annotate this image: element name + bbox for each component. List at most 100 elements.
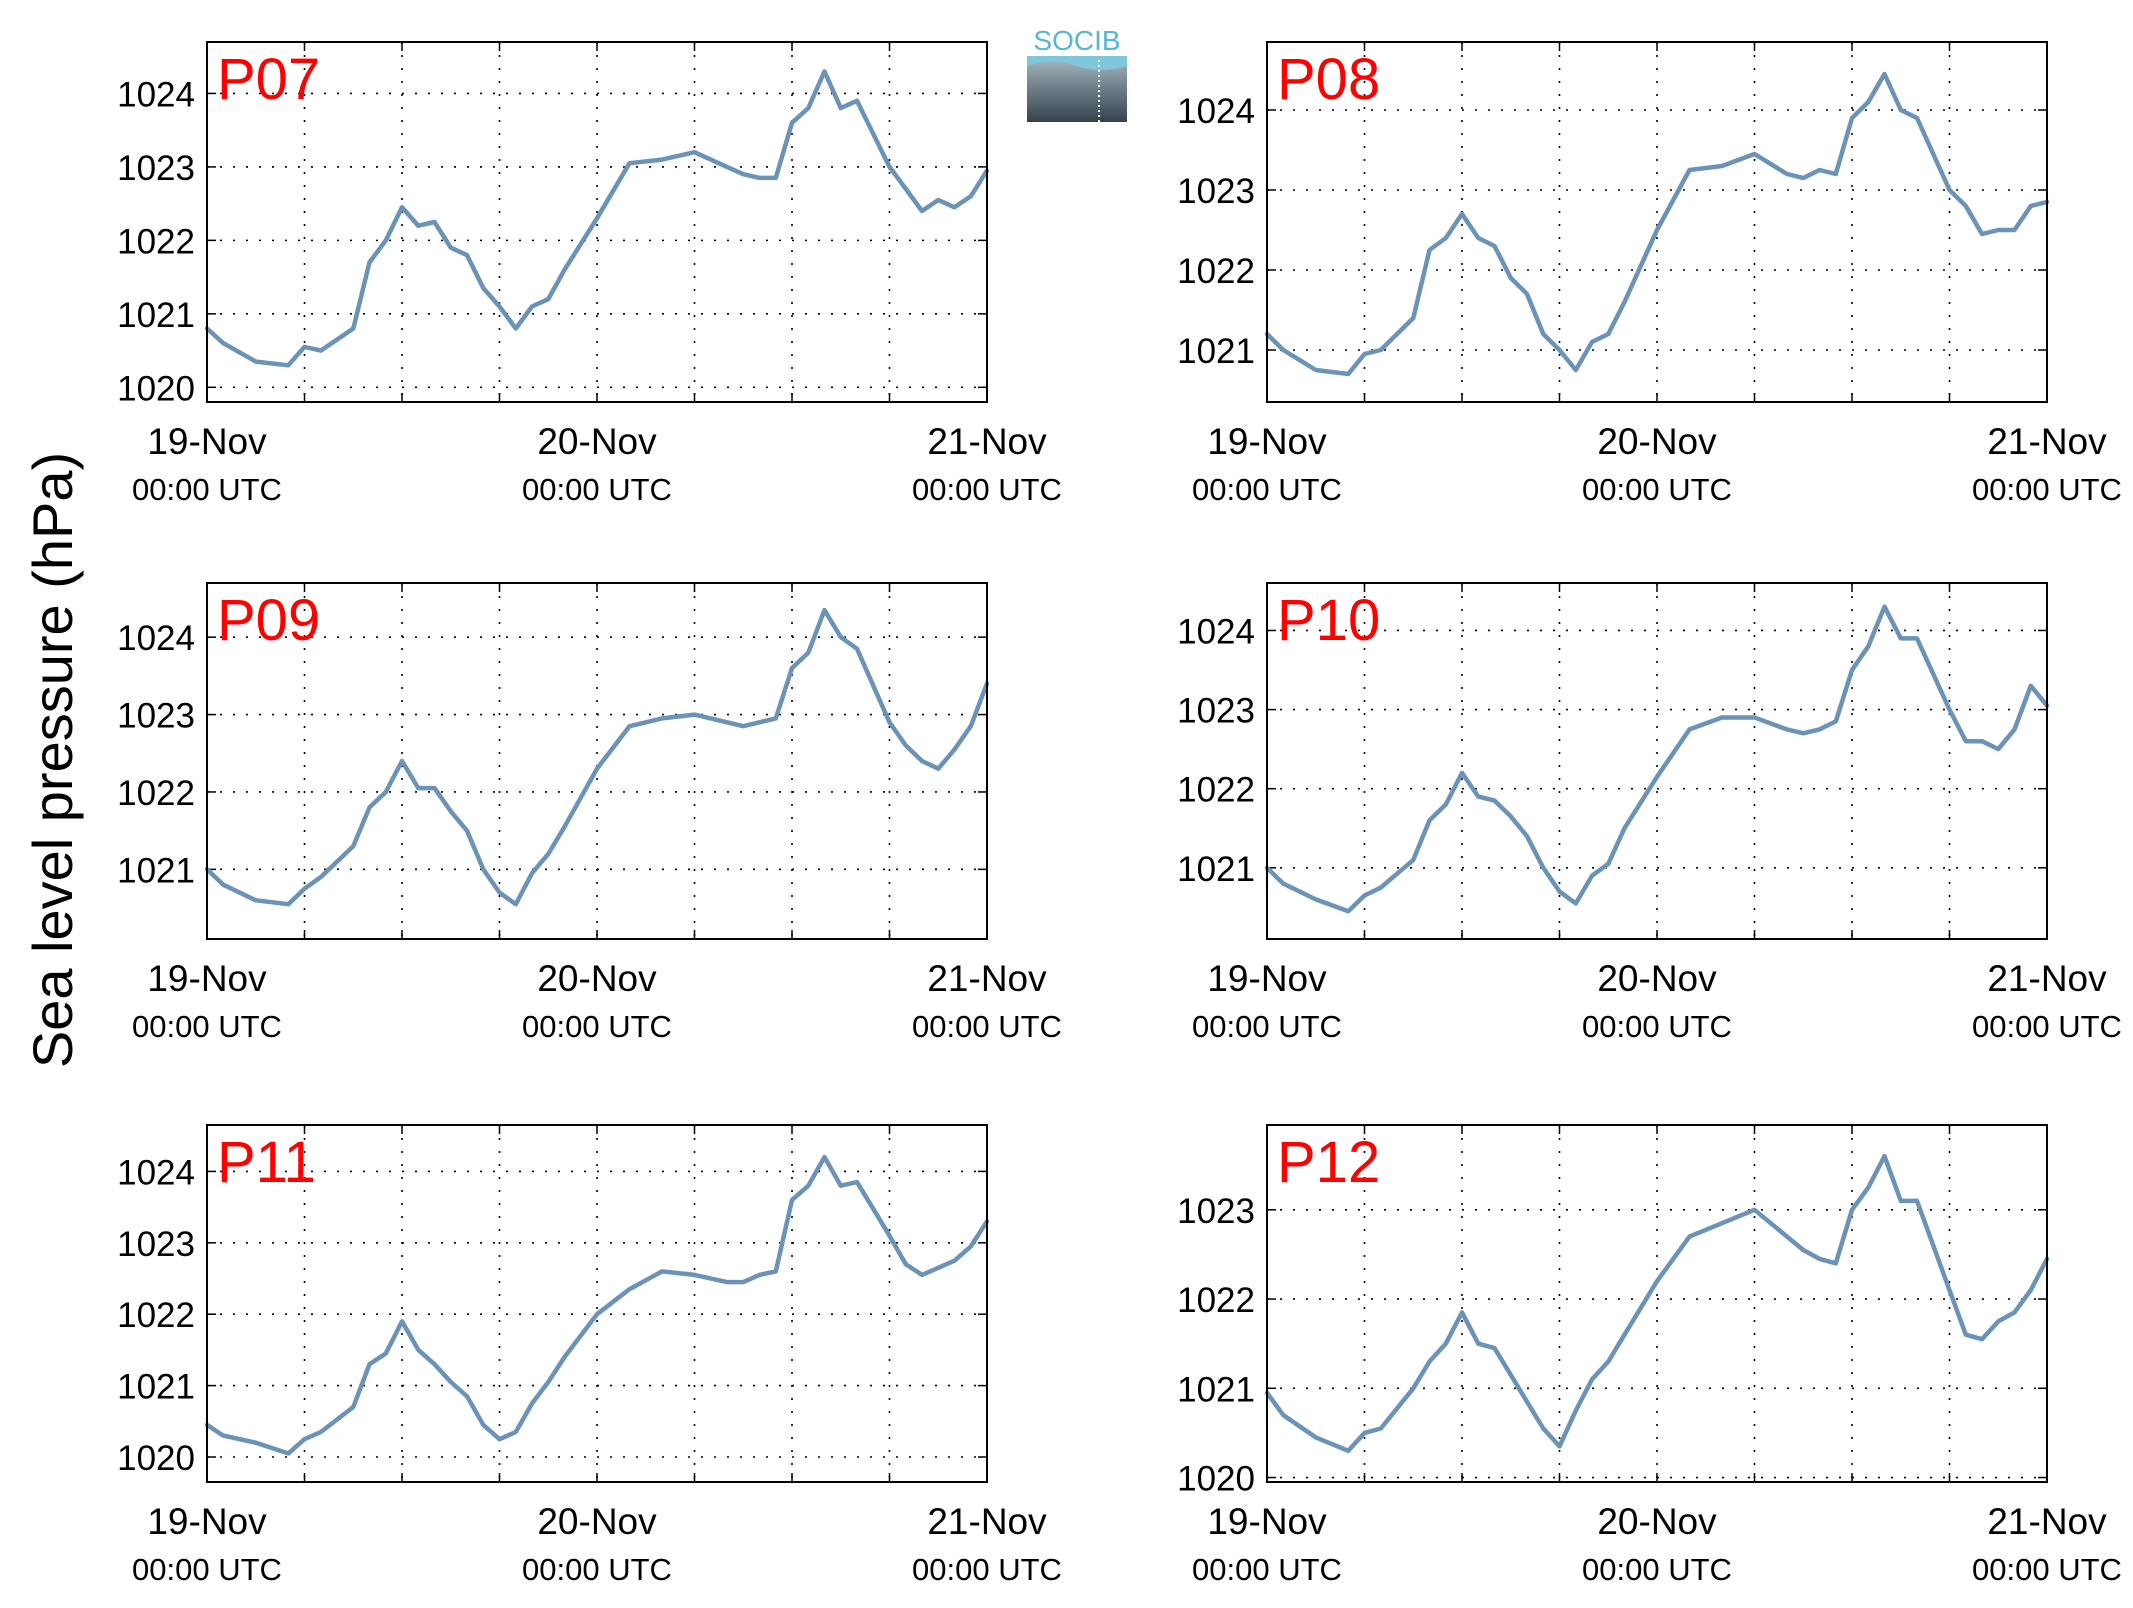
data-point bbox=[302, 345, 307, 349]
y-tick-label: 1022 bbox=[117, 1296, 195, 1335]
plot-frame bbox=[1266, 582, 2048, 940]
panel-p11: 1020 1021 1022 1023 1024 P11 19-Nov 00:00 UTC 20… bbox=[117, 1124, 1062, 1587]
data-point bbox=[904, 187, 908, 191]
data-point bbox=[1850, 1208, 1854, 1212]
data-point bbox=[497, 304, 502, 309]
data-point bbox=[1590, 874, 1594, 878]
data-point bbox=[627, 1287, 632, 1291]
data-point bbox=[302, 887, 307, 891]
y-tick-label: 1023 bbox=[117, 149, 195, 188]
data-point bbox=[384, 238, 388, 242]
data-point bbox=[1314, 897, 1318, 902]
data-point bbox=[254, 1441, 258, 1445]
data-point bbox=[1379, 348, 1383, 352]
y-tick-label: 1020 bbox=[1177, 1460, 1255, 1499]
data-point bbox=[692, 150, 697, 154]
data-point bbox=[1964, 739, 1968, 743]
x-tick-label-time: 00:00 UTC bbox=[522, 1009, 672, 1044]
socib-logo-text: SOCIB bbox=[1033, 25, 1120, 56]
x-tick-label-date: 21-Nov bbox=[1987, 958, 2107, 999]
x-tick-label-time: 00:00 UTC bbox=[1192, 1009, 1342, 1044]
data-point bbox=[2029, 204, 2033, 208]
data-point bbox=[1427, 248, 1432, 252]
data-point bbox=[1801, 1248, 1805, 1252]
data-point bbox=[692, 713, 697, 717]
data-point bbox=[1314, 1435, 1318, 1439]
data-point bbox=[1460, 1310, 1464, 1314]
data-point bbox=[465, 829, 469, 833]
data-point bbox=[692, 1273, 697, 1277]
data-point bbox=[1752, 152, 1757, 156]
data-point bbox=[1850, 116, 1854, 120]
x-tick-label-time: 00:00 UTC bbox=[132, 1009, 282, 1044]
data-point bbox=[952, 205, 957, 209]
data-point bbox=[627, 724, 632, 728]
data-point bbox=[1817, 1257, 1822, 1261]
data-point bbox=[400, 205, 404, 209]
data-point bbox=[1574, 1409, 1578, 1413]
x-tick-label-time: 00:00 UTC bbox=[1972, 1552, 2122, 1587]
data-point bbox=[806, 651, 810, 655]
data-point bbox=[904, 1262, 908, 1266]
y-tick-label: 1022 bbox=[1177, 252, 1255, 291]
data-point bbox=[367, 1362, 372, 1366]
panel-p08: 1021 1022 1023 1024 P08 19-Nov 00:00 UTC 20-Nov… bbox=[1177, 41, 2122, 507]
data-point bbox=[1281, 1413, 1285, 1417]
pressure-line bbox=[1264, 1153, 2050, 1454]
data-point bbox=[920, 209, 924, 213]
data-point bbox=[1557, 889, 1562, 894]
data-point bbox=[1899, 1199, 1903, 1203]
data-point bbox=[1866, 1185, 1870, 1190]
data-point bbox=[936, 198, 940, 202]
x-tick-label-date: 21-Nov bbox=[927, 421, 1047, 462]
x-tick-label-date: 20-Nov bbox=[1597, 958, 1717, 999]
y-tick-label: 1021 bbox=[1177, 850, 1255, 889]
y-tick-label: 1024 bbox=[1177, 612, 1255, 651]
x-tick-label-date: 20-Nov bbox=[537, 958, 657, 999]
data-point bbox=[1525, 834, 1529, 838]
data-point bbox=[1834, 719, 1838, 724]
x-tick-label-date: 19-Nov bbox=[147, 1501, 267, 1542]
data-point bbox=[774, 176, 778, 180]
data-point bbox=[1379, 1426, 1383, 1431]
data-point bbox=[757, 720, 762, 724]
data-point bbox=[400, 1319, 404, 1323]
x-tick-label-date: 19-Nov bbox=[147, 958, 267, 999]
x-tick-label-date: 21-Nov bbox=[927, 958, 1047, 999]
data-point bbox=[1622, 300, 1627, 304]
data-point bbox=[1444, 236, 1448, 240]
data-point bbox=[627, 161, 632, 165]
data-point bbox=[1817, 168, 1822, 172]
data-point bbox=[562, 268, 567, 272]
data-point bbox=[384, 1351, 388, 1356]
data-point bbox=[660, 158, 664, 162]
data-point bbox=[432, 1362, 437, 1366]
y-tick-label: 1022 bbox=[117, 774, 195, 813]
x-tick-label-time: 00:00 UTC bbox=[522, 472, 672, 507]
x-tick-label-time: 00:00 UTC bbox=[132, 1552, 282, 1587]
data-point bbox=[887, 165, 892, 169]
data-point bbox=[1574, 368, 1578, 372]
data-point bbox=[1866, 644, 1870, 648]
data-point bbox=[1346, 372, 1350, 376]
y-tick-label: 1023 bbox=[1177, 692, 1255, 731]
data-point bbox=[1574, 901, 1578, 906]
data-point bbox=[839, 106, 843, 110]
y-axis-label: Sea level pressure (hPa) bbox=[21, 452, 84, 1068]
panel-p07: 1020 1021 1022 1023 1024 P07 19-Nov 00:00 UTC 20… bbox=[117, 41, 1062, 507]
panel-label: P08 bbox=[1277, 47, 1380, 112]
data-point bbox=[1411, 1386, 1415, 1390]
data-point bbox=[725, 720, 729, 724]
data-point bbox=[1281, 348, 1285, 352]
data-point bbox=[1915, 1199, 1919, 1203]
data-point bbox=[790, 666, 794, 670]
data-point bbox=[1915, 116, 1919, 120]
data-point bbox=[465, 253, 469, 257]
data-point bbox=[367, 805, 372, 810]
data-point bbox=[1996, 747, 2000, 751]
data-point bbox=[1801, 176, 1805, 180]
data-point bbox=[221, 1434, 225, 1438]
data-point bbox=[497, 891, 502, 895]
x-tick-label-date: 19-Nov bbox=[1207, 958, 1327, 999]
data-point bbox=[514, 326, 518, 331]
